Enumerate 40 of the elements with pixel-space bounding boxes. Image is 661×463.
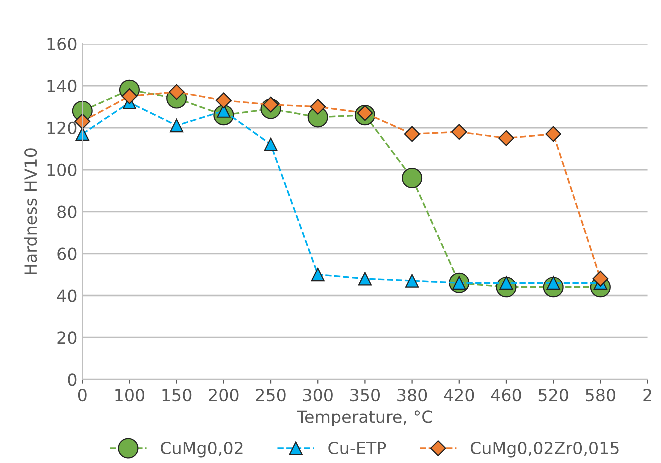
x-tick-label: 350 <box>350 388 380 402</box>
point <box>451 124 468 140</box>
x-tick-label: 380 <box>398 388 428 402</box>
x-tick-label: 580 <box>586 388 616 402</box>
point <box>310 99 326 115</box>
point <box>311 268 325 282</box>
point <box>402 168 423 189</box>
y-tick-label: 0 <box>68 374 77 386</box>
legend-label: Cu-ETP <box>328 442 386 455</box>
y-tick-label: 20 <box>58 332 77 344</box>
x-tick-label: 150 <box>162 388 192 402</box>
x-tick-label: 100 <box>116 388 145 402</box>
y-tick-label: 160 <box>48 38 77 51</box>
legend-label: CuMg0,02 <box>161 442 243 458</box>
point <box>498 130 514 146</box>
point <box>592 271 609 287</box>
x-tick-label: 300 <box>303 388 333 402</box>
point <box>404 126 420 142</box>
point <box>216 92 232 109</box>
point <box>358 272 372 286</box>
y-tick-label: 60 <box>58 248 77 260</box>
y-tick-label: 80 <box>58 206 77 218</box>
y-axis-title: Hardness HV10 <box>24 148 38 274</box>
y-tick-label: 100 <box>48 164 77 176</box>
x-axis-title: Temperature, °C <box>297 410 432 427</box>
x-tick-label: 200 <box>209 388 239 402</box>
x-tick-label: 520 <box>538 388 568 402</box>
y-tick-label: 140 <box>48 80 77 93</box>
x-tick-label: 420 <box>444 388 474 402</box>
legend-label: CuMg0,02Zr0,015 <box>470 442 619 458</box>
x-tick-label: 460 <box>491 388 522 402</box>
x-tick-label: 0 <box>78 388 87 402</box>
x-tick-label: 2 <box>644 388 652 402</box>
point <box>170 119 184 133</box>
point <box>405 274 420 288</box>
point <box>264 138 278 152</box>
point <box>546 126 562 142</box>
y-tick-label: 40 <box>57 290 77 302</box>
y-tick-label: 120 <box>48 122 77 134</box>
x-tick-label: 250 <box>256 388 286 402</box>
